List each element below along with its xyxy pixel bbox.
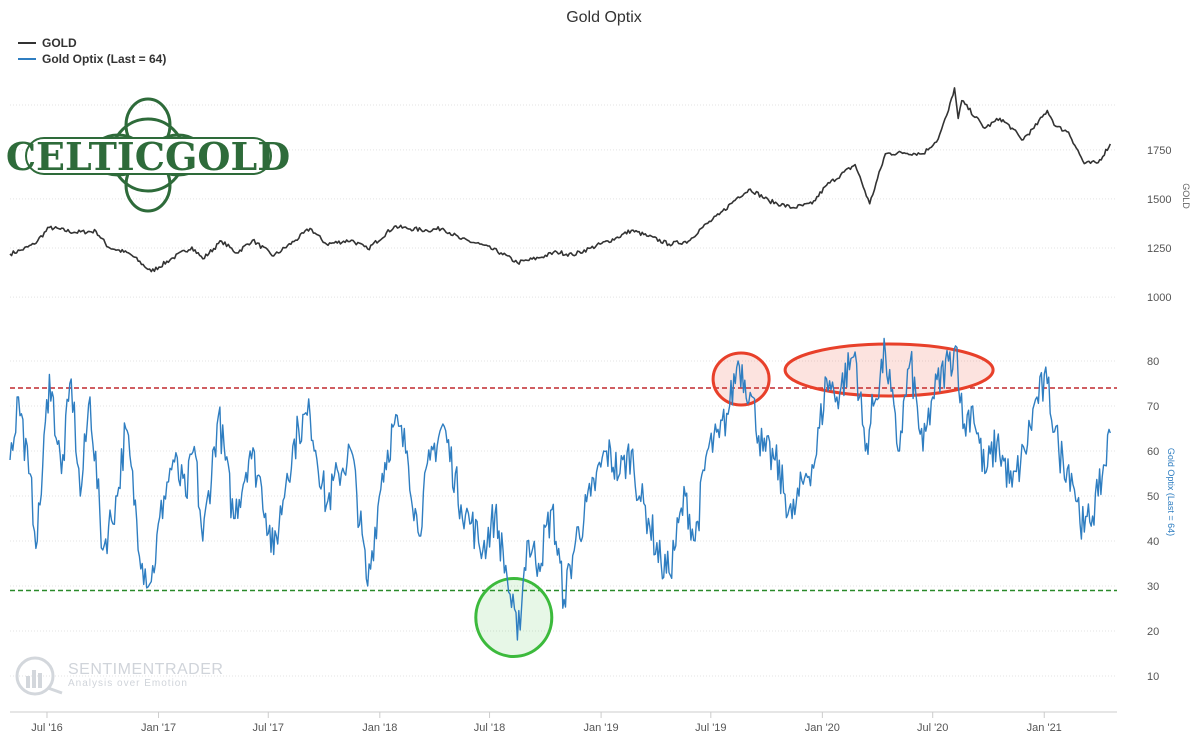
optix-y-tick-label: 40 bbox=[1147, 536, 1159, 548]
sentimentrader-logo-icon bbox=[15, 656, 63, 696]
celticgold-logo: CELTICGOLD bbox=[6, 97, 290, 213]
legend: GOLD Gold Optix (Last = 64) bbox=[18, 36, 166, 66]
gold-axis-label: GOLD bbox=[1181, 183, 1191, 209]
x-tick-label: Jul '18 bbox=[474, 722, 505, 734]
x-tick-label: Jan '19 bbox=[584, 722, 619, 734]
logo-text: CELTICGOLD bbox=[6, 134, 290, 179]
x-tick-label: Jul '20 bbox=[917, 722, 948, 734]
gold-y-tick-label: 1500 bbox=[1147, 194, 1171, 206]
gridlines bbox=[10, 104, 1117, 713]
series-line-gold[interactable] bbox=[9, 87, 1112, 273]
x-tick-label: Jan '20 bbox=[805, 722, 840, 734]
x-tick-label: Jul '17 bbox=[253, 722, 284, 734]
optix-y-tick-label: 60 bbox=[1147, 446, 1159, 458]
sentimentrader-watermark: SENTIMENTRADER Analysis over Emotion bbox=[15, 656, 223, 696]
annotation-green-circle-2018 bbox=[474, 577, 554, 658]
optix-y-tick-label: 50 bbox=[1147, 491, 1159, 503]
optix-y-tick-label: 20 bbox=[1147, 626, 1159, 638]
optix-y-axis-ticks: 10 20 30 40 50 60 70 80 bbox=[1147, 356, 1159, 683]
gold-y-tick-label: 1750 bbox=[1147, 145, 1171, 157]
x-tick-label: Jan '18 bbox=[362, 722, 397, 734]
x-axis-ticks: Jul '16 Jan '17 Jul '17 Jan '18 Jul '18 Jan '… bbox=[31, 712, 1062, 734]
chart-title: Gold Optix bbox=[566, 9, 642, 26]
legend-item-gold[interactable]: GOLD bbox=[18, 36, 77, 50]
x-tick-label: Jul '19 bbox=[695, 722, 726, 734]
optix-y-tick-label: 30 bbox=[1147, 581, 1159, 593]
x-tick-label: Jan '17 bbox=[141, 722, 176, 734]
legend-item-gold-optix[interactable]: Gold Optix (Last = 64) bbox=[18, 52, 166, 66]
gold-y-tick-label: 1000 bbox=[1147, 292, 1171, 304]
x-tick-label: Jul '16 bbox=[31, 722, 62, 734]
x-tick-label: Jan '21 bbox=[1027, 722, 1062, 734]
watermark-name: SENTIMENTRADER bbox=[68, 661, 223, 678]
gold-y-tick-label: 1250 bbox=[1147, 243, 1171, 255]
gold-optix-axis-label: Gold Optix (Last = 64) bbox=[1166, 448, 1176, 536]
legend-label-gold: GOLD bbox=[42, 36, 77, 50]
watermark-tagline: Analysis over Emotion bbox=[68, 678, 188, 689]
optix-y-tick-label: 80 bbox=[1147, 356, 1159, 368]
optix-y-tick-label: 10 bbox=[1147, 671, 1159, 683]
logo-band bbox=[25, 137, 272, 175]
gold-y-axis-ticks: 1000 1250 1500 1750 bbox=[1147, 145, 1171, 304]
legend-label-gold-optix: Gold Optix (Last = 64) bbox=[42, 52, 166, 66]
optix-y-tick-label: 70 bbox=[1147, 401, 1159, 413]
series-line-gold-optix[interactable] bbox=[9, 337, 1111, 641]
